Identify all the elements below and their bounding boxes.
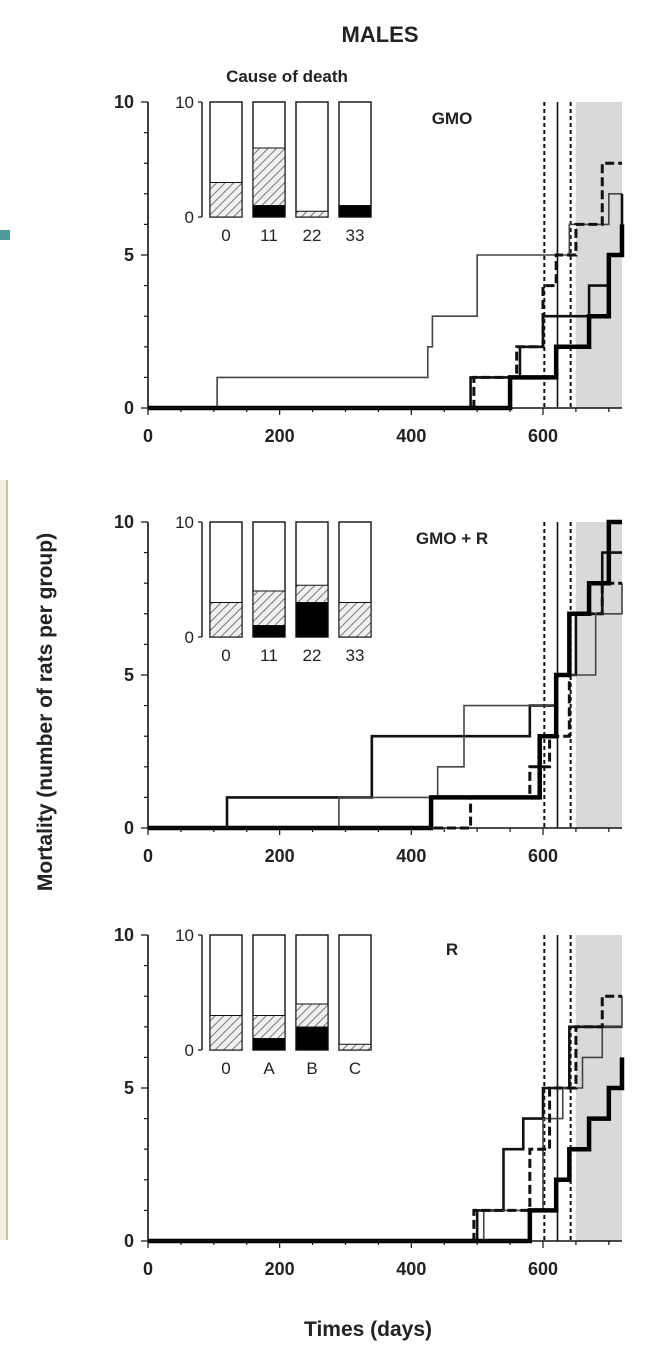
inset-category-label: 11 (260, 226, 278, 245)
series-line-0 (148, 1025, 622, 1243)
x-tick-label: 0 (143, 846, 153, 866)
inset-bar-hatched (252, 147, 286, 206)
inset-bar-black (295, 1026, 329, 1051)
inset-category-label: A (263, 1059, 275, 1078)
inset-bar-outline (338, 934, 372, 1051)
x-tick-label: 400 (396, 1259, 426, 1279)
inset-y-tick-label: 10 (175, 93, 194, 112)
series-line-1 (148, 161, 622, 410)
x-tick-label: 0 (143, 1259, 153, 1279)
y-tick-label: 10 (114, 925, 134, 945)
inset-category-label: 0 (221, 646, 230, 665)
y-tick-label: 5 (124, 1078, 134, 1098)
inset-y-tick-label: 10 (175, 926, 194, 945)
y-tick-label: 0 (124, 818, 134, 838)
inset-bar-hatched (209, 182, 243, 218)
series-line-3 (148, 224, 625, 411)
inset-chart: 0 10 0 11 22 33 (175, 513, 372, 665)
series-line-3 (148, 519, 622, 831)
x-tick-label: 200 (265, 846, 295, 866)
x-tick-label: 200 (265, 1259, 295, 1279)
inset-category-label: 33 (346, 646, 365, 665)
figure-title: MALES (342, 22, 419, 47)
series-line-3 (148, 1057, 625, 1244)
x-tick-label: 0 (143, 426, 153, 446)
inset-category-label: C (349, 1059, 361, 1078)
x-tick-label: 600 (528, 1259, 558, 1279)
inset-bar-black (295, 602, 329, 638)
inset-title: Cause of death (226, 67, 348, 86)
panel-2: 0 5 10 0 200 400 600 R 0 10 0 A B C (114, 925, 625, 1279)
inset-bar-black (252, 1038, 286, 1051)
panel-1: 0 5 10 0 200 400 600 GMO + R 0 10 0 11 22 33 (114, 512, 623, 866)
x-tick-label: 600 (528, 426, 558, 446)
inset-bar-hatched (295, 210, 329, 218)
inset-bar-hatched (295, 584, 329, 603)
inset-y-tick-label: 0 (185, 1041, 194, 1060)
inset-bar-hatched (209, 1015, 243, 1051)
y-tick-label: 0 (124, 1231, 134, 1251)
inset-y-tick-label: 0 (185, 628, 194, 647)
inset-y-tick-label: 0 (185, 208, 194, 227)
y-tick-label: 5 (124, 665, 134, 685)
inset-bar-outline (295, 101, 329, 218)
inset-bar-hatched (338, 602, 372, 638)
inset-bar-black (252, 625, 286, 638)
inset-bar-black (252, 205, 286, 218)
y-tick-label: 5 (124, 245, 134, 265)
y-axis-label: Mortality (number of rats per group) (34, 533, 57, 891)
inset-bar-black (338, 205, 372, 218)
inset-category-label: B (306, 1059, 317, 1078)
inset-category-label: 22 (303, 226, 322, 245)
inset-category-label: 0 (221, 226, 230, 245)
series-line-2 (148, 994, 622, 1243)
inset-bar-hatched (338, 1043, 372, 1051)
left-accent-bar-top (0, 230, 10, 240)
inset-bar-hatched (252, 590, 286, 626)
inset-bar-hatched (295, 1003, 329, 1028)
x-tick-label: 400 (396, 426, 426, 446)
inset-bar-hatched (209, 602, 243, 638)
series-line-1 (148, 583, 623, 829)
inset-category-label: 33 (346, 226, 365, 245)
left-accent-bar-bottom (0, 480, 8, 1240)
inset-chart: Cause of death 0 10 0 11 22 33 (175, 67, 372, 245)
inset-category-label: 22 (303, 646, 322, 665)
inset-y-tick-label: 10 (175, 513, 194, 532)
y-tick-label: 10 (114, 92, 134, 112)
x-tick-label: 600 (528, 846, 558, 866)
x-axis-label: Times (days) (304, 1318, 432, 1341)
inset-category-label: 11 (260, 646, 278, 665)
inset-chart: 0 10 0 A B C (175, 926, 372, 1078)
y-tick-label: 10 (114, 512, 134, 532)
x-tick-label: 400 (396, 846, 426, 866)
panel-label: GMO (432, 109, 473, 128)
panel-label: GMO + R (416, 529, 488, 548)
panel-0: 0 5 10 0 200 400 600 GMO Cause of death 0 10 0 11 22 3… (114, 67, 625, 446)
x-tick-label: 200 (265, 426, 295, 446)
y-tick-label: 0 (124, 398, 134, 418)
inset-bar-hatched (252, 1015, 286, 1039)
inset-bar-outline (338, 101, 372, 218)
panel-label: R (446, 940, 458, 959)
inset-category-label: 0 (221, 1059, 230, 1078)
